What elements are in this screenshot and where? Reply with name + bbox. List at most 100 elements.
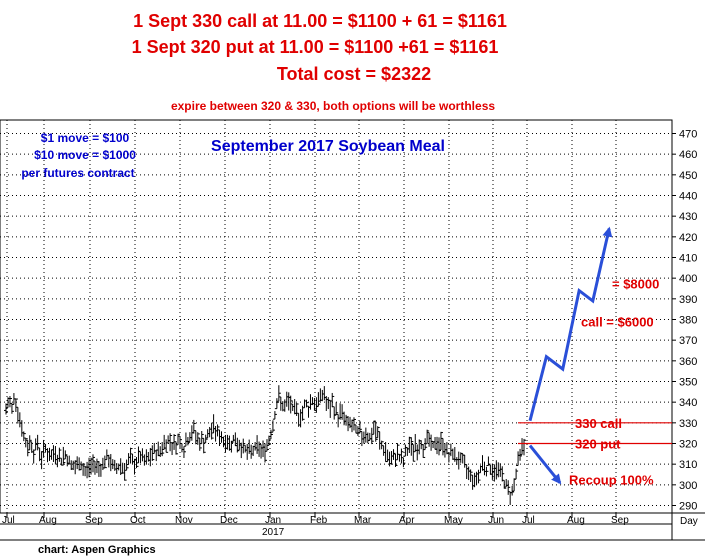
price-bar (239, 442, 244, 459)
price-bar (259, 443, 264, 459)
x-tick-label: Aug (567, 515, 585, 526)
price-bar (369, 427, 374, 445)
price-bar (201, 437, 206, 454)
price-bar (39, 451, 44, 470)
y-tick-label: 420 (679, 232, 697, 244)
grid-lines (0, 120, 672, 513)
price-bar (318, 388, 323, 402)
price-bar (462, 454, 467, 468)
price-bar (429, 434, 434, 451)
y-tick-label: 470 (679, 129, 697, 141)
annotation-label: call = $6000 (581, 315, 654, 330)
price-bar (306, 405, 311, 418)
price-bar (41, 439, 46, 458)
price-bar (63, 450, 68, 460)
price-bar (314, 397, 319, 413)
strike-label: 330 call (575, 416, 622, 431)
price-bar (249, 444, 254, 459)
price-bar (187, 432, 192, 442)
price-bar (166, 435, 171, 444)
x-tick-label: Jun (488, 515, 504, 526)
price-bar (31, 449, 36, 464)
price-bar (320, 389, 325, 402)
price-bar (288, 395, 293, 414)
annotations: = $8000 call = $6000 Recoup 100% (569, 276, 659, 487)
x-unit-label: Day (680, 516, 698, 527)
x-tick-label: Oct (130, 515, 146, 526)
price-bar (23, 437, 28, 448)
price-bar (162, 434, 167, 450)
price-bar (29, 441, 34, 453)
y-tick-label: 410 (679, 253, 697, 265)
price-bar (7, 396, 12, 408)
price-bar (484, 466, 489, 477)
price-bar (268, 429, 273, 440)
price-bar (177, 435, 182, 449)
x-axis-ticks: Jul Aug Sep Oct Nov Dec Jan Feb Mar Apr May Jun Jul A… (2, 513, 629, 526)
price-bar (96, 461, 101, 477)
x-tick-label: Aug (39, 515, 57, 526)
price-bar (409, 437, 414, 456)
price-bar (373, 421, 378, 442)
price-bar (272, 411, 277, 420)
price-bar (61, 446, 66, 466)
price-bar (438, 431, 443, 451)
note-line-1: $1 move = $100 (41, 131, 130, 145)
price-bar (431, 440, 436, 449)
price-bar (191, 419, 196, 434)
price-bar (152, 442, 157, 454)
price-bar (225, 434, 230, 450)
price-bar (130, 453, 135, 464)
price-bar (324, 395, 329, 411)
price-bar (81, 462, 86, 476)
price-bar (211, 414, 216, 434)
price-bar (106, 454, 111, 468)
price-bar (251, 445, 256, 456)
chart-credit: chart: Aspen Graphics (38, 544, 156, 556)
price-bar (440, 437, 445, 456)
price-bar (47, 447, 52, 461)
y-tick-label: 440 (679, 191, 697, 203)
price-bar (284, 391, 289, 407)
price-bar (27, 435, 32, 451)
price-bar (482, 461, 487, 476)
price-bar (13, 398, 18, 412)
y-tick-label: 350 (679, 377, 697, 389)
price-bar (270, 420, 275, 433)
price-bar (67, 455, 72, 465)
price-bar (59, 457, 64, 466)
price-bar (207, 426, 212, 438)
price-bar (442, 443, 447, 458)
price-bar (263, 443, 268, 463)
price-bar (401, 457, 406, 468)
price-bar (241, 438, 246, 454)
price-bar (377, 431, 382, 450)
price-bar (365, 432, 370, 444)
price-bar (154, 449, 159, 462)
x-tick-label: Dec (220, 515, 238, 526)
x-tick-label: Nov (175, 515, 193, 526)
scenario-arrows (528, 226, 613, 485)
price-bar (522, 438, 527, 456)
price-bar (342, 411, 347, 426)
y-axis-ticks: 290 300 310 320 330 340 350 360 370 380 390 400 410 4… (672, 129, 697, 513)
price-bar (353, 424, 358, 434)
price-bar (126, 453, 131, 466)
strike-label: 320 put (575, 437, 621, 452)
price-bar (322, 386, 327, 401)
price-bar (9, 402, 14, 414)
price-bar (290, 403, 295, 411)
price-bar (174, 441, 179, 455)
price-bar (79, 461, 84, 471)
price-bar (480, 455, 485, 471)
header-line-1: 1 Sept 330 call at 11.00 = $1100 + 61 = … (133, 11, 507, 31)
price-bar (140, 448, 145, 462)
price-bar (411, 443, 416, 462)
strike-lines: 330 call 320 put (518, 416, 672, 452)
price-bar (276, 385, 281, 402)
x-tick-label: Sep (611, 515, 629, 526)
price-bar (45, 448, 50, 463)
price-bar (488, 464, 493, 475)
down-arrow (528, 444, 562, 485)
year-label: 2017 (262, 527, 285, 538)
